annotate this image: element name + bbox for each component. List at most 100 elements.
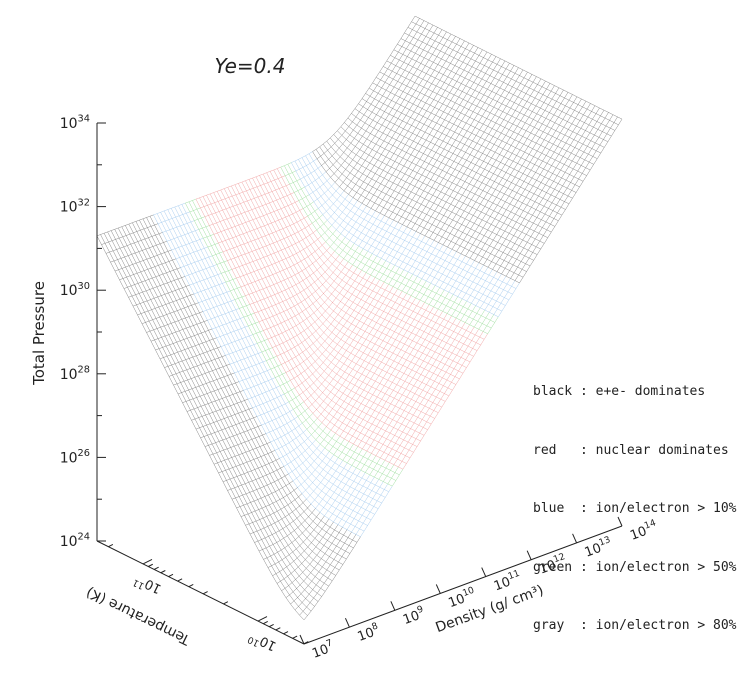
temperature-tick — [292, 635, 298, 639]
mesh-line-temperature — [456, 87, 560, 252]
mesh-line-temperature — [401, 274, 414, 292]
mesh-line-temperature — [243, 312, 255, 318]
mesh-line-temperature — [365, 255, 378, 273]
mesh-line-temperature — [276, 269, 362, 357]
mesh-line-density — [241, 181, 450, 397]
mesh-line-temperature — [393, 56, 497, 221]
mesh-line-temperature — [267, 515, 325, 568]
mesh-line-temperature — [289, 178, 301, 185]
mesh-line-temperature — [227, 222, 313, 261]
mesh-line-temperature — [424, 71, 528, 236]
mesh-line-temperature — [249, 250, 335, 305]
mesh-line-temperature — [501, 110, 605, 275]
mesh-line-temperature — [412, 240, 435, 275]
tick-marks — [97, 122, 623, 645]
z-tick-label: 1030 — [60, 281, 90, 299]
mesh-line-temperature — [493, 280, 516, 315]
mesh-line-temperature — [254, 254, 340, 314]
mesh-line-temperature — [276, 521, 334, 584]
mesh-line-temperature — [442, 80, 546, 245]
mesh-line-temperature — [307, 208, 319, 217]
mesh-line-temperature — [182, 381, 240, 403]
temperature-tick — [148, 563, 153, 567]
mesh-line-temperature — [408, 237, 430, 273]
mesh-line-temperature — [392, 469, 404, 487]
mesh-line-temperature — [203, 234, 214, 239]
mesh-line-temperature — [334, 27, 438, 183]
temperature-tick — [188, 583, 194, 588]
mesh-line-temperature — [334, 237, 346, 252]
mesh-line-temperature — [337, 474, 371, 525]
mesh-line-temperature — [421, 244, 444, 279]
mesh-line-temperature — [339, 302, 425, 437]
mesh-line-temperature — [375, 47, 479, 211]
mesh-line-temperature — [325, 229, 337, 242]
mesh-line-temperature — [363, 215, 385, 249]
mesh-line-temperature — [229, 351, 262, 365]
mesh-line-temperature — [186, 390, 244, 412]
mesh-line-temperature — [464, 305, 477, 323]
mesh-line-temperature — [370, 258, 382, 276]
mesh-line-temperature — [366, 315, 452, 452]
mesh-line-temperature — [266, 355, 277, 361]
density-tick — [526, 550, 532, 560]
mesh-line-temperature — [316, 220, 328, 231]
mesh-line-temperature — [519, 118, 623, 284]
mesh-line-temperature — [429, 74, 533, 239]
mesh-line-temperature — [357, 38, 461, 201]
mesh-line-temperature — [290, 529, 348, 605]
temperature-tick — [303, 641, 309, 645]
mesh-line-density — [202, 196, 411, 459]
mesh-line-temperature — [234, 360, 267, 374]
mesh-line-temperature — [243, 377, 276, 391]
mesh-line-temperature — [482, 314, 495, 332]
mesh-line-temperature — [204, 424, 262, 447]
mesh-line-temperature — [294, 531, 352, 611]
mesh-line-temperature — [292, 447, 325, 482]
mesh-line-temperature — [299, 534, 357, 616]
mesh-line-temperature — [321, 225, 332, 237]
density-tick-label: 107 — [310, 638, 337, 662]
mesh-line-temperature — [240, 487, 298, 517]
mesh-line-temperature — [426, 246, 448, 282]
mesh-line-temperature — [312, 15, 416, 152]
mesh-line-temperature — [105, 232, 163, 254]
mesh-line-temperature — [222, 458, 280, 482]
mesh-line-temperature — [346, 479, 380, 530]
mesh-line-temperature — [444, 255, 466, 291]
density-tick — [344, 617, 350, 628]
mesh-line-temperature — [484, 276, 507, 311]
mesh-line-temperature — [420, 69, 524, 234]
temperature-tick — [275, 627, 281, 631]
mesh-line-temperature — [324, 433, 336, 449]
mesh-line-temperature — [446, 296, 459, 314]
mesh-line-temperature — [448, 258, 471, 293]
mesh-line-temperature — [132, 284, 190, 307]
mesh-line-temperature — [254, 503, 312, 543]
mesh-line-temperature — [204, 183, 290, 217]
mesh-line-temperature — [299, 281, 385, 396]
mesh-line-temperature — [355, 483, 389, 535]
mesh-line-temperature — [137, 293, 195, 316]
mesh-line-temperature — [457, 262, 480, 297]
mesh-line-temperature — [447, 83, 551, 248]
mesh-line-temperature — [381, 224, 403, 259]
mesh-line-temperature — [245, 246, 331, 296]
mesh-line-temperature — [270, 422, 303, 443]
mesh-line-temperature — [200, 416, 258, 439]
density-tick-label: 108 — [355, 621, 382, 645]
mesh-line-temperature — [114, 249, 172, 272]
mesh-line-temperature — [492, 105, 596, 270]
z-tick-label: 1024 — [60, 532, 90, 550]
mesh-line-temperature — [374, 460, 386, 478]
mesh-line-temperature — [437, 291, 450, 310]
mesh-line-temperature — [336, 200, 358, 230]
mesh-line-temperature — [207, 308, 240, 321]
mesh-line-temperature — [301, 454, 335, 494]
mesh-line-temperature — [410, 278, 423, 296]
density-tick-label: 1012 — [537, 552, 569, 577]
mesh-line-temperature — [384, 324, 470, 461]
mesh-line-temperature — [397, 58, 501, 223]
mesh-line-temperature — [347, 446, 359, 464]
